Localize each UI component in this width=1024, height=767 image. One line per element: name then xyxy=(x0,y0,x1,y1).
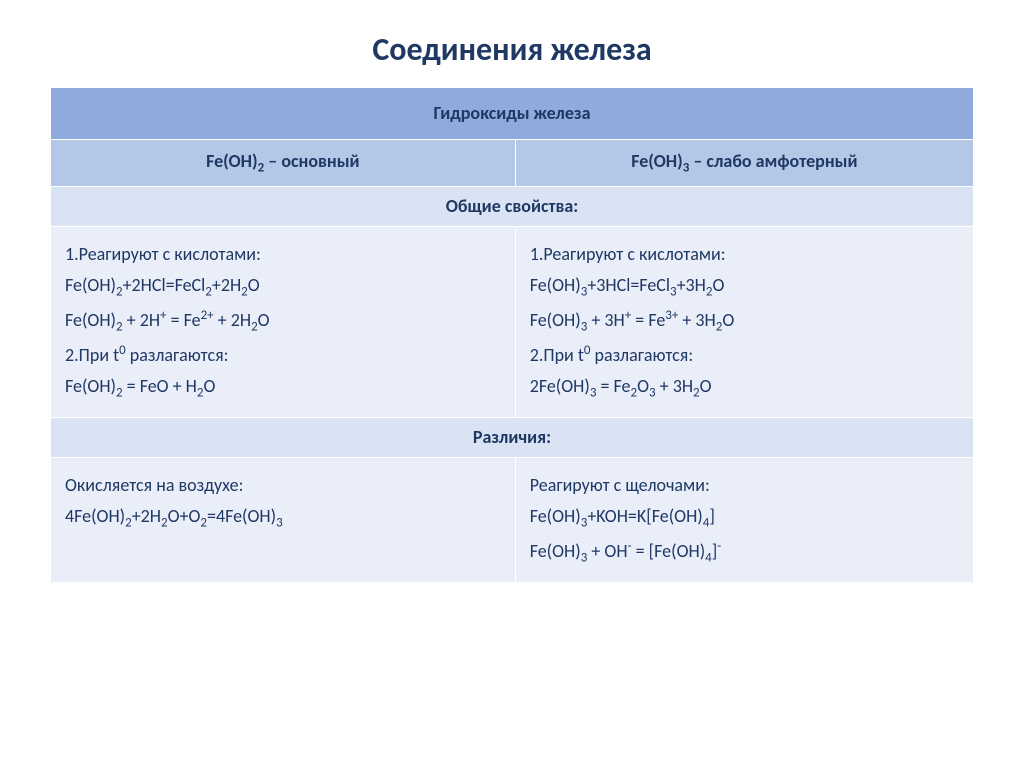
diff-label-row: Различия: xyxy=(51,418,974,458)
equation-line: Fe(OH)3 + 3H+ = Fe3+ + 3H2O xyxy=(530,306,959,337)
equation-line: 2.При t0 разлагаются: xyxy=(530,341,959,369)
diff-body-row: Окисляется на воздухе: 4Fe(OH)2+2H2O+O2=4… xyxy=(51,458,974,583)
equation-line: Fe(OH)2 + 2H+ = Fe2+ + 2H2O xyxy=(65,306,501,337)
equation-line: 2.При t0 разлагаются: xyxy=(65,341,501,369)
header-cell: Гидроксиды железа xyxy=(51,88,974,140)
equation-line: Fe(OH)3+KOH=K[Fe(OH)4] xyxy=(530,503,959,533)
subheader-row: Fe(OH)2 – основный Fe(OH)3 – слабо амфот… xyxy=(51,140,974,187)
equation-line: Fe(OH)3 + OH- = [Fe(OH)4]- xyxy=(530,537,959,568)
common-right-cell: 1.Реагируют с кислотами: Fe(OH)3+3HCl=FeC… xyxy=(515,227,973,418)
common-label: Общие свойства: xyxy=(51,187,974,227)
col-left-header: Fe(OH)2 – основный xyxy=(51,140,516,187)
compounds-table: Гидроксиды железа Fe(OH)2 – основный Fe(… xyxy=(50,87,974,583)
diff-right-cell: Реагируют с щелочами: Fe(OH)3+KOH=K[Fe(OH… xyxy=(515,458,973,583)
equation-line: Окисляется на воздухе: xyxy=(65,472,501,499)
col-right-header: Fe(OH)3 – слабо амфотерный xyxy=(515,140,973,187)
equation-line: 1.Реагируют с кислотами: xyxy=(65,241,501,268)
equation-line: Fe(OH)3+3HCl=FeCl3+3H2O xyxy=(530,272,959,302)
equation-line: Fe(OH)2 = FeO + H2O xyxy=(65,373,501,403)
common-label-row: Общие свойства: xyxy=(51,187,974,227)
common-body-row: 1.Реагируют с кислотами: Fe(OH)2+2HCl=FeC… xyxy=(51,227,974,418)
table-header-row: Гидроксиды железа xyxy=(51,88,974,140)
common-left-cell: 1.Реагируют с кислотами: Fe(OH)2+2HCl=FeC… xyxy=(51,227,516,418)
equation-line: Реагируют с щелочами: xyxy=(530,472,959,499)
equation-line: Fe(OH)2+2HCl=FeCl2+2H2O xyxy=(65,272,501,302)
equation-line: 2Fe(OH)3 = Fe2O3 + 3H2O xyxy=(530,373,959,403)
equation-line: 1.Реагируют с кислотами: xyxy=(530,241,959,268)
diff-left-cell: Окисляется на воздухе: 4Fe(OH)2+2H2O+O2=4… xyxy=(51,458,516,583)
diff-label: Различия: xyxy=(51,418,974,458)
equation-line: 4Fe(OH)2+2H2O+O2=4Fe(OH)3 xyxy=(65,503,501,533)
page-title: Соединения железа xyxy=(50,30,974,69)
